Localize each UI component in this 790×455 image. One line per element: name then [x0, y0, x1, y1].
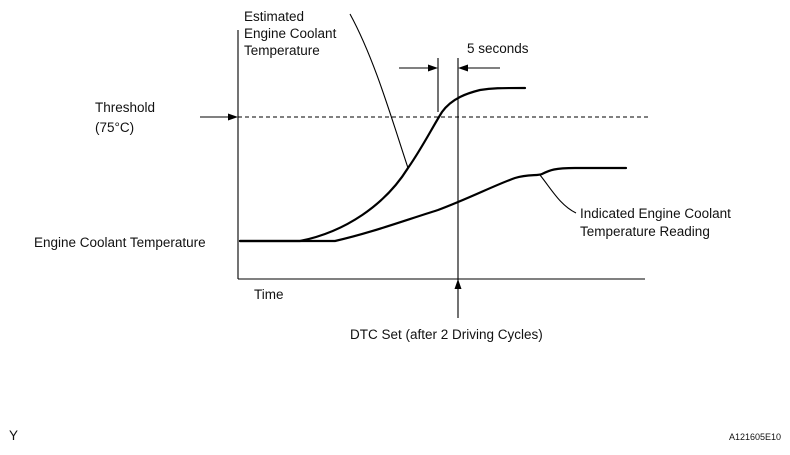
- five-second-right-arrowhead: [458, 64, 468, 72]
- five-second-left-arrowhead: [428, 64, 438, 72]
- figure-id: A121605E10: [729, 432, 781, 442]
- threshold-arrowhead: [228, 113, 238, 121]
- x-axis-label: Time: [254, 287, 284, 302]
- estimated-label-line-1: Estimated: [244, 9, 304, 24]
- indicated-label-line-2: Temperature Reading: [580, 224, 710, 239]
- five-seconds-label: 5 seconds: [467, 41, 529, 56]
- threshold-value-label: (75°C): [95, 120, 134, 135]
- estimated-leader-line: [349, 13, 409, 169]
- estimated-label-line-2: Engine Coolant: [244, 26, 337, 41]
- indicated-label-line-1: Indicated Engine Coolant: [580, 206, 731, 221]
- estimated-temperature-curve: [238, 86, 527, 243]
- threshold-label: Threshold: [95, 100, 155, 115]
- indicated-temperature-curve: [238, 166, 628, 243]
- y-axis-label: Engine Coolant Temperature: [34, 235, 206, 250]
- dtc-arrowhead: [454, 279, 462, 289]
- indicated-leader-line: [539, 174, 577, 214]
- corner-mark: Y: [9, 428, 18, 443]
- dtc-set-label: DTC Set (after 2 Driving Cycles): [350, 327, 543, 342]
- estimated-label-line-3: Temperature: [244, 43, 320, 58]
